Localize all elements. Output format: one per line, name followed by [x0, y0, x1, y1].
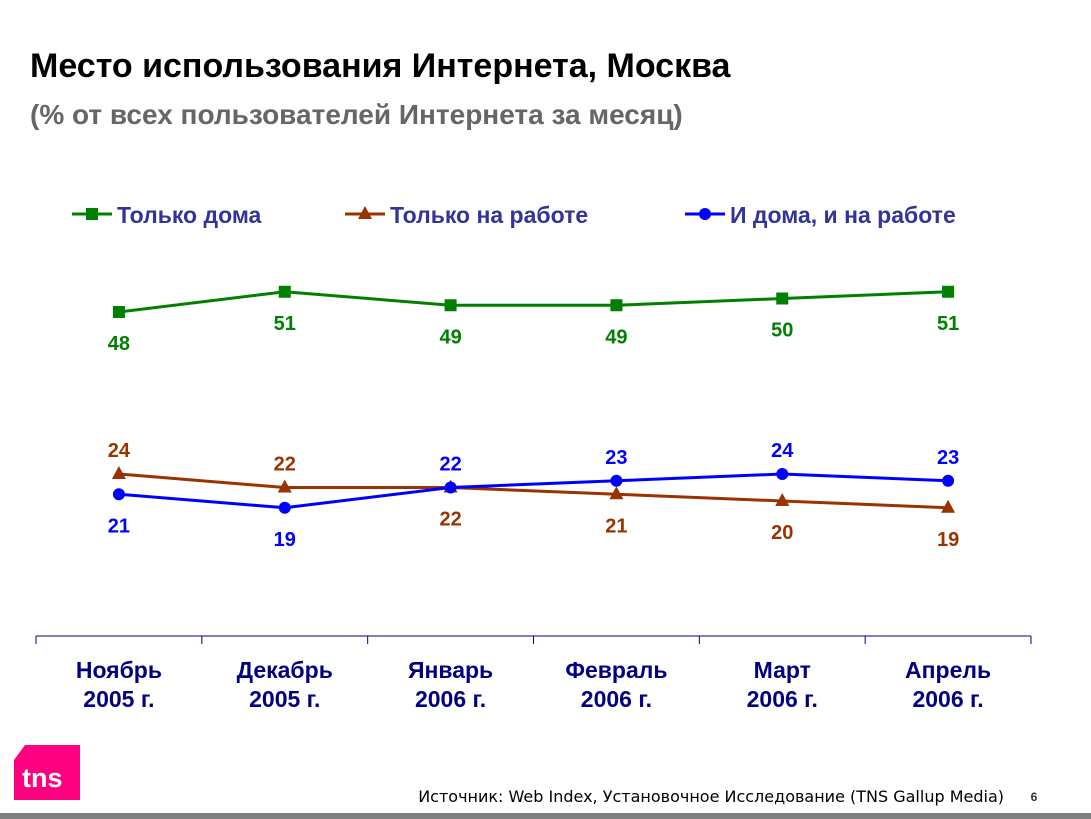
x-tick-label: Ноябрь	[76, 657, 162, 683]
series-line	[118, 472, 949, 510]
legend: Только дома Только на работе И дома, и на …	[72, 202, 956, 228]
x-tick-label: Апрель	[905, 657, 991, 683]
square-marker	[444, 299, 457, 312]
square-marker	[610, 299, 623, 312]
series-3: 21 19 22 23 24 23	[108, 440, 959, 551]
data-label: 21	[605, 515, 627, 537]
circle-marker	[112, 488, 125, 501]
data-label: 19	[274, 529, 296, 551]
source-note: Источник: Web Index, Установочное Исслед…	[418, 787, 1004, 806]
slide-title: Место использования Интернета, Москва	[30, 47, 732, 85]
x-tick-label: 2005 г.	[83, 686, 154, 712]
data-label: 22	[274, 454, 296, 476]
data-label: 51	[274, 313, 296, 335]
slide-subtitle: (% от всех пользователей Интернета за ме…	[30, 99, 683, 130]
data-label: 48	[108, 333, 130, 355]
data-label: 21	[108, 515, 130, 537]
plot-area: 48 51 49 49 50 51 24 22 22 21 20 19 21 19 22 23 24 23	[108, 285, 959, 551]
x-tick-label: 2005 г.	[249, 686, 320, 712]
x-tick-label: Март	[754, 657, 811, 683]
circle-marker	[942, 474, 955, 487]
square-marker	[942, 285, 955, 298]
series-line	[118, 290, 949, 314]
bottom-border	[0, 813, 1091, 819]
data-label: 49	[439, 326, 461, 348]
svg-text:tns: tns	[22, 763, 63, 793]
triangle-marker	[609, 486, 624, 500]
data-label: 50	[771, 320, 793, 342]
x-tick-label: 2006 г.	[581, 686, 652, 712]
data-label: 24	[108, 440, 131, 462]
triangle-marker	[775, 493, 790, 506]
data-label: 22	[439, 454, 461, 476]
triangle-marker	[277, 479, 292, 493]
circle-marker	[444, 481, 457, 494]
square-marker	[112, 306, 125, 318]
x-axis: Ноябрь 2005 г. Декабрь 2005 г. Январь 2006 г.…	[35, 635, 1032, 712]
x-tick-label: 2006 г.	[912, 686, 983, 712]
series-2: 24 22 22 21 20 19	[108, 440, 959, 551]
data-label: 22	[439, 509, 461, 531]
square-marker	[86, 208, 98, 220]
data-label: 49	[605, 326, 627, 348]
legend-item: Только на работе	[345, 202, 588, 228]
x-tick-label: Февраль	[565, 657, 667, 683]
series-line	[118, 472, 949, 510]
data-label: 20	[771, 522, 793, 544]
data-label: 24	[771, 440, 794, 462]
square-marker	[278, 285, 291, 298]
legend-item: И дома, и на работе	[685, 202, 956, 228]
page-number: 6	[1031, 790, 1038, 804]
data-label: 23	[937, 447, 959, 469]
data-label: 19	[937, 529, 959, 551]
circle-marker	[278, 501, 291, 514]
data-label: 51	[937, 313, 959, 335]
triangle-marker	[111, 466, 126, 479]
square-marker	[776, 292, 789, 305]
circle-marker	[699, 208, 711, 220]
triangle-marker	[941, 499, 956, 513]
triangle-marker	[358, 206, 372, 219]
x-tick-label: Январь	[408, 657, 493, 683]
x-tick-label: Декабрь	[237, 657, 333, 683]
circle-marker	[610, 474, 623, 487]
x-tick-label: 2006 г.	[415, 686, 486, 712]
tns-logo: tns	[14, 745, 80, 800]
circle-marker	[776, 468, 789, 480]
data-label: 23	[605, 447, 627, 469]
x-tick-label: 2006 г.	[747, 686, 818, 712]
legend-label: И дома, и на работе	[730, 202, 956, 228]
legend-label: Только на работе	[390, 202, 588, 228]
legend-label: Только дома	[117, 202, 262, 228]
series-1: 48 51 49 49 50 51	[108, 285, 959, 355]
legend-item: Только дома	[72, 202, 262, 228]
